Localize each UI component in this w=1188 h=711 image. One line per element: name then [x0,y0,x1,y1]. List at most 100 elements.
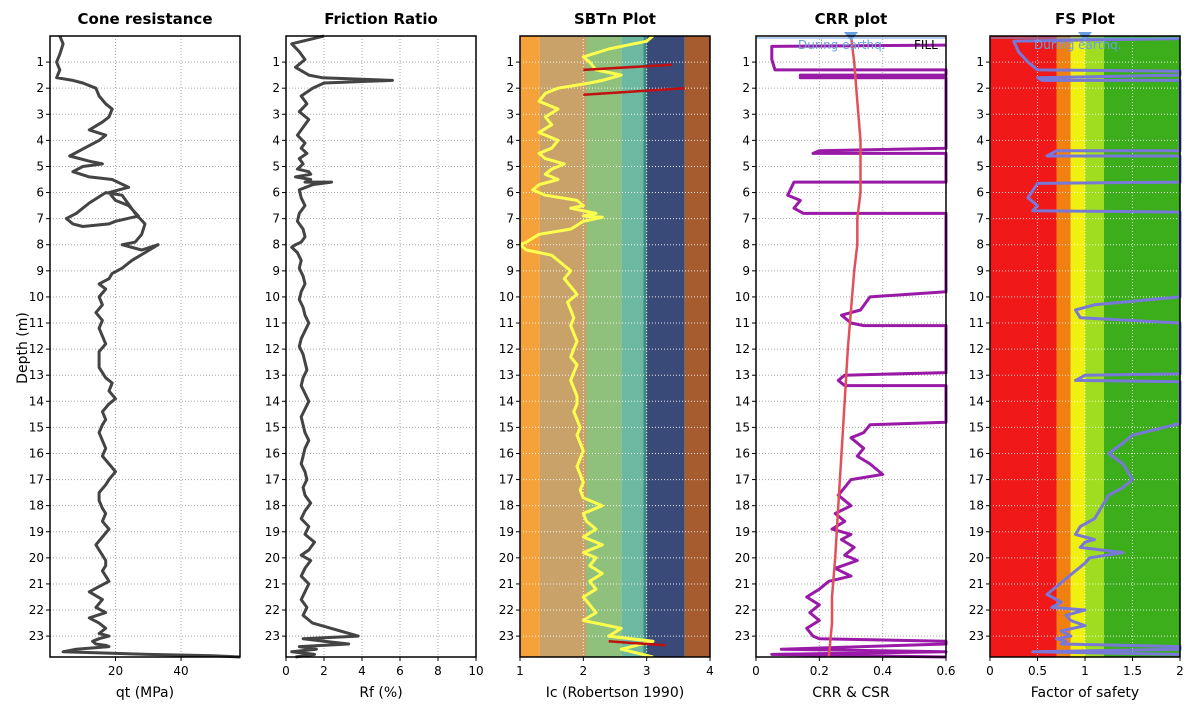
y-tick-label: 8 [742,238,750,252]
y-tick-label: 10 [265,290,280,304]
y-tick-label: 7 [742,212,750,226]
y-tick-label: 11 [499,316,514,330]
y-tick-label: 11 [265,316,280,330]
y-tick-label: 15 [265,420,280,434]
chart-panel-4: During earthq. FILL1234567891011121314151… [735,10,956,701]
y-tick-label: 18 [499,499,514,513]
y-tick-label: 7 [506,212,514,226]
y-tick-label: 7 [36,212,44,226]
y-tick-label: 7 [272,212,280,226]
y-tick-label: 15 [29,420,44,434]
y-tick-label: 23 [735,629,750,643]
y-tick-label: 21 [735,577,750,591]
x-axis-label: Factor of safety [1031,685,1139,701]
x-tick-label: 0.6 [936,664,955,678]
y-tick-label: 11 [29,316,44,330]
y-tick-label: 23 [499,629,514,643]
y-tick-label: 21 [29,577,44,591]
y-tick-label: 22 [265,603,280,617]
y-tick-label: 2 [976,81,984,95]
y-tick-label: 4 [506,133,514,147]
sbt-zone-7 [684,36,710,657]
y-tick-label: 9 [36,264,44,278]
y-tick-label: 3 [36,107,44,121]
depth-axis-label: Depth (m) [15,312,31,384]
y-tick-label: 10 [29,290,44,304]
y-tick-label: 14 [499,394,514,408]
y-tick-label: 14 [969,394,984,408]
y-tick-label: 8 [272,238,280,252]
y-tick-label: 2 [742,81,750,95]
plot-frame [49,35,241,658]
x-axis-label: Ic (Robertson 1990) [546,685,684,701]
y-tick-label: 1 [272,55,280,69]
y-tick-label: 12 [969,342,984,356]
y-tick-label: 14 [29,394,44,408]
x-axis-label: CRR & CSR [812,685,890,701]
y-tick-label: 6 [272,186,280,200]
y-tick-label: 15 [735,420,750,434]
y-tick-label: 3 [506,107,514,121]
y-tick-label: 22 [29,603,44,617]
sbt-zone-6 [646,36,685,657]
fs-zone-5 [1104,36,1180,657]
y-tick-label: 1 [976,55,984,69]
x-tick-label: 0 [986,664,994,678]
y-tick-label: 3 [272,107,280,121]
chart-title: FS Plot [1055,10,1115,28]
y-tick-label: 3 [742,107,750,121]
sbt-zone-3 [586,36,622,657]
y-tick-label: 22 [735,603,750,617]
x-axis-label: qt (MPa) [116,685,174,701]
series-line-3 [518,34,655,659]
chart-panel-5: During earthq.12345678910111213141516171… [969,10,1184,701]
fs-zone-4 [1085,36,1104,657]
y-tick-label: 19 [969,525,984,539]
y-tick-label: 17 [735,473,750,487]
y-tick-label: 13 [969,368,984,382]
y-tick-label: 4 [976,133,984,147]
y-tick-label: 2 [506,81,514,95]
y-tick-label: 18 [29,499,44,513]
y-tick-label: 9 [742,264,750,278]
y-tick-label: 23 [969,629,984,643]
y-tick-label: 15 [969,420,984,434]
y-tick-label: 16 [969,446,984,460]
y-tick-label: 20 [265,551,280,565]
y-tick-label: 14 [735,394,750,408]
y-tick-label: 16 [265,446,280,460]
y-tick-label: 6 [506,186,514,200]
y-tick-label: 20 [969,551,984,565]
series-line-1 [55,35,241,659]
series-line-2 [290,34,394,659]
y-tick-label: 22 [499,603,514,617]
y-tick-label: 22 [969,603,984,617]
sbt-zone-5 [643,36,647,657]
chart-title: CRR plot [815,10,888,28]
y-tick-label: 16 [29,446,44,460]
x-tick-label: 40 [173,664,188,678]
y-tick-label: 2 [272,81,280,95]
ic-warning-segment [583,63,673,72]
y-tick-label: 19 [265,525,280,539]
y-tick-label: 15 [499,420,514,434]
during-earthquake-label: During earthq. [1034,38,1122,52]
y-tick-label: 6 [36,186,44,200]
y-tick-label: 13 [735,368,750,382]
y-tick-label: 17 [499,473,514,487]
chart-title: Cone resistance [78,10,213,28]
y-tick-label: 1 [742,55,750,69]
fs-zone-2 [1056,36,1071,657]
y-tick-label: 11 [735,316,750,330]
x-tick-label: 0.4 [873,664,892,678]
y-tick-label: 17 [29,473,44,487]
x-tick-label: 2 [580,664,588,678]
y-tick-label: 9 [272,264,280,278]
y-tick-label: 5 [506,159,514,173]
y-tick-label: 17 [265,473,280,487]
series-line-crr [770,43,948,659]
fs-zone-3 [1070,36,1085,657]
